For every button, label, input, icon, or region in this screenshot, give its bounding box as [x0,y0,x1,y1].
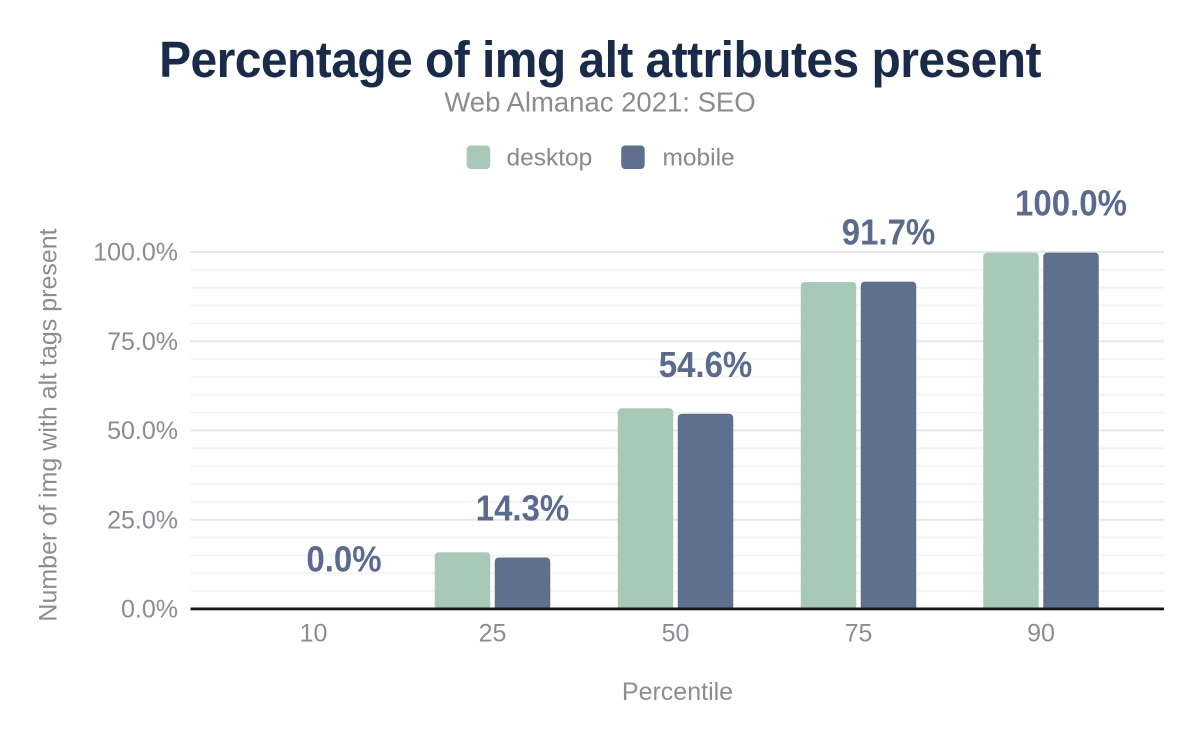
svg-text:100.0%: 100.0% [1015,184,1127,224]
svg-text:10: 10 [300,620,328,648]
svg-text:75.0%: 75.0% [107,328,178,356]
svg-text:14.3%: 14.3% [476,489,570,529]
svg-text:Number of img with alt tags pr: Number of img with alt tags present [35,228,63,621]
svg-text:91.7%: 91.7% [842,213,936,253]
svg-text:Percentile: Percentile [622,678,733,706]
svg-text:50: 50 [662,620,690,648]
svg-text:Percentage of img alt attribut: Percentage of img alt attributes present [159,31,1041,89]
svg-text:75: 75 [845,620,873,648]
svg-text:100.0%: 100.0% [93,239,178,267]
svg-text:25.0%: 25.0% [107,506,178,534]
svg-text:90: 90 [1027,620,1055,648]
svg-text:0.0%: 0.0% [306,540,381,580]
svg-text:54.6%: 54.6% [659,345,753,385]
svg-text:50.0%: 50.0% [107,417,178,445]
svg-text:desktop: desktop [507,145,593,172]
svg-text:25: 25 [479,620,507,648]
svg-text:Web Almanac 2021: SEO: Web Almanac 2021: SEO [444,87,755,118]
svg-text:mobile: mobile [663,145,735,172]
svg-text:0.0%: 0.0% [121,596,178,624]
